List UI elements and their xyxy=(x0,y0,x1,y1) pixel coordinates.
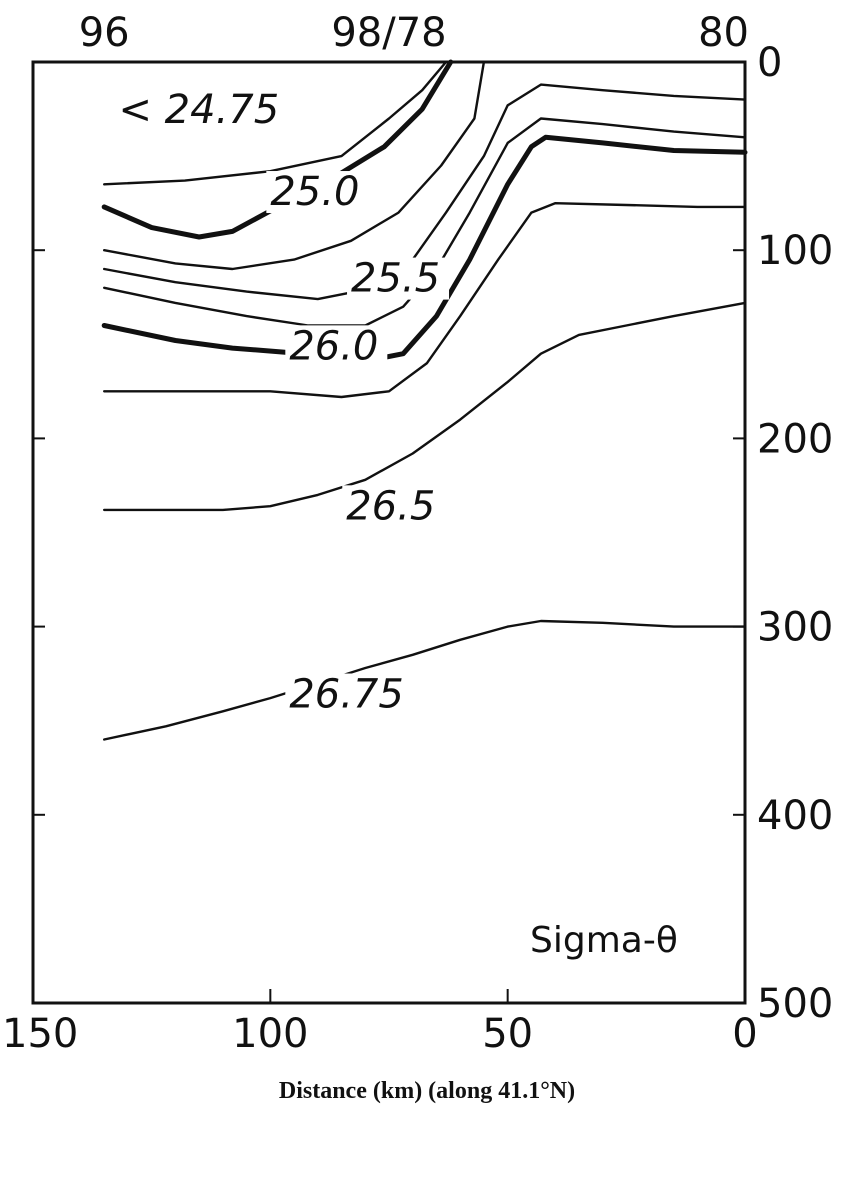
contour-lines xyxy=(101,59,748,741)
station-label: 98/78 xyxy=(331,10,446,56)
tick-marks xyxy=(32,61,746,1004)
contour-label: 25.0 xyxy=(270,169,359,215)
contour-line xyxy=(103,619,747,741)
x-tick-label: 0 xyxy=(732,1011,757,1057)
station-label: 96 xyxy=(79,10,130,56)
contour-label-bg xyxy=(266,171,369,214)
y-tick-label: 500 xyxy=(757,981,833,1027)
contour-label-bg xyxy=(285,673,411,716)
contour-label-bg xyxy=(347,257,450,300)
contour-label: 25.5 xyxy=(351,256,440,302)
contour-label: 26.5 xyxy=(346,483,435,529)
contour-line xyxy=(103,60,486,271)
y-tick-label: 300 xyxy=(757,605,833,651)
contour-line xyxy=(101,134,748,366)
contour-line xyxy=(103,202,747,399)
x-tick-label: 50 xyxy=(482,1011,533,1057)
contour-label: 26.75 xyxy=(289,672,404,718)
y-tick-label: 200 xyxy=(757,416,833,462)
station-label: 80 xyxy=(698,10,749,56)
contour-line xyxy=(103,60,448,186)
annotation-label: < 24.75 xyxy=(118,87,279,133)
x-axis-label: Distance (km) (along 41.1°N) xyxy=(278,1078,576,1104)
contour-label-bg xyxy=(342,485,445,528)
x-tick-label: 100 xyxy=(232,1011,308,1057)
contour-label: 26.0 xyxy=(289,323,378,369)
y-tick-label: 0 xyxy=(757,40,782,86)
contour-line xyxy=(103,83,747,301)
contour-label-bg xyxy=(285,325,388,368)
y-tick-label: 100 xyxy=(757,228,833,274)
x-tick-label: 150 xyxy=(2,1011,78,1057)
contour-line xyxy=(103,301,747,512)
plot-label: Sigma-θ xyxy=(530,920,678,961)
y-tick-label: 400 xyxy=(757,793,833,839)
plot-frame xyxy=(31,60,747,1005)
